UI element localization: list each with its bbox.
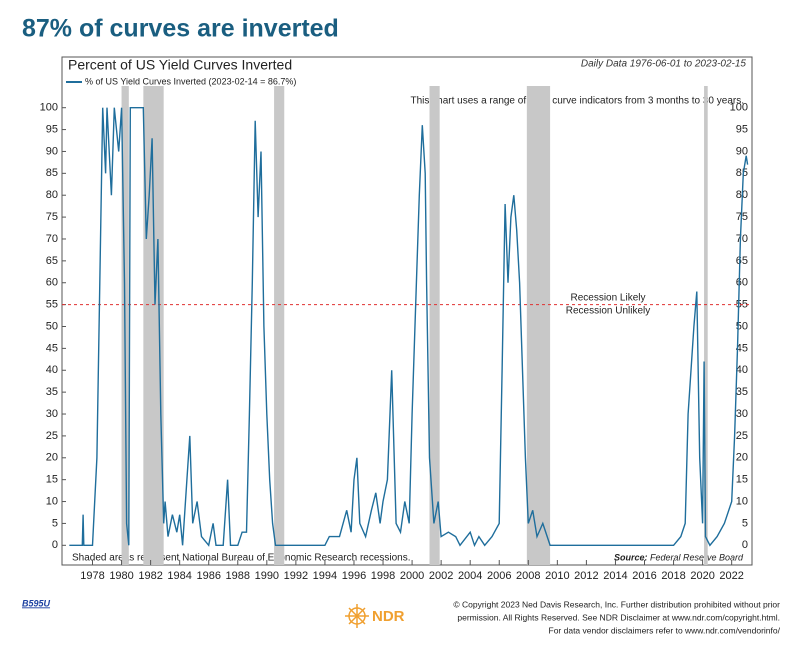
footer-code: B595U — [22, 598, 51, 608]
recession-shade — [704, 86, 708, 565]
x-tick-label: 1980 — [109, 570, 133, 582]
y-tick-label: 30 — [46, 408, 58, 420]
y-tick-label: 40 — [46, 364, 58, 376]
y-tick-label: 90 — [46, 145, 58, 157]
source: Federal Reserve Board — [650, 552, 744, 562]
x-tick-label: 1978 — [80, 570, 104, 582]
logo-icon — [345, 604, 369, 628]
y-tick-label: 10 — [46, 495, 58, 507]
y-tick-label: 20 — [46, 452, 58, 464]
y-tick-label: 100 — [40, 102, 58, 114]
x-tick-label: 2002 — [429, 570, 453, 582]
y-tick-label-right: 10 — [736, 495, 748, 507]
footer-line: permission. All Rights Reserved. See NDR… — [457, 612, 780, 622]
y-tick-label: 55 — [46, 299, 58, 311]
y-tick-label-right: 90 — [736, 145, 748, 157]
frame — [61, 56, 753, 566]
legend-label: % of US Yield Curves Inverted (2023-02-1… — [85, 76, 296, 86]
x-tick-label: 2016 — [632, 570, 656, 582]
recession-shade — [526, 86, 551, 565]
x-tick-label: 1988 — [226, 570, 250, 582]
shading-note: Shaded areas represent National Bureau o… — [72, 553, 411, 564]
recession-shade — [429, 86, 440, 565]
recession-shade — [143, 86, 164, 565]
x-tick-label: 1986 — [196, 570, 220, 582]
y-tick-label-right: 20 — [736, 452, 748, 464]
x-tick-label: 2022 — [719, 570, 743, 582]
x-tick-label: 2010 — [545, 570, 569, 582]
y-tick-label-right: 30 — [736, 408, 748, 420]
series-line — [69, 107, 749, 548]
y-tick-label: 70 — [46, 233, 58, 245]
source-label: Source: — [614, 552, 648, 562]
recession-shade — [274, 86, 285, 565]
chart-title: Percent of US Yield Curves Inverted — [68, 57, 292, 73]
y-tick-label: 85 — [46, 167, 58, 179]
y-tick-label-right: 100 — [730, 102, 748, 114]
y-tick-label-right: 40 — [736, 364, 748, 376]
x-tick-label: 1990 — [255, 570, 279, 582]
y-tick-label: 45 — [46, 342, 58, 354]
y-tick-label-right: 25 — [736, 430, 748, 442]
x-tick-label: 1998 — [371, 570, 395, 582]
threshold-below-label: Recession Unlikely — [566, 306, 650, 317]
x-tick-label: 2004 — [458, 570, 482, 582]
x-tick-label: 2008 — [516, 570, 540, 582]
chart-subtitle: Daily Data 1976-06-01 to 2023-02-15 — [581, 59, 747, 70]
y-tick-label: 60 — [46, 277, 58, 289]
x-tick-label: 2006 — [487, 570, 511, 582]
y-tick-label-right: 45 — [736, 342, 748, 354]
y-tick-label-right: 0 — [742, 539, 748, 551]
x-tick-label: 2014 — [603, 570, 627, 582]
y-tick-label: 95 — [46, 123, 58, 135]
y-tick-label-right: 70 — [736, 233, 748, 245]
logo-text: NDR — [372, 608, 405, 625]
x-tick-label: 1982 — [138, 570, 162, 582]
y-tick-label: 35 — [46, 386, 58, 398]
x-tick-label: 1984 — [167, 570, 191, 582]
y-tick-label: 75 — [46, 211, 58, 223]
y-tick-label: 0 — [52, 539, 58, 551]
threshold-above-label: Recession Likely — [570, 293, 645, 304]
x-tick-label: 2000 — [400, 570, 424, 582]
x-tick-label: 2018 — [661, 570, 685, 582]
footer-line: © Copyright 2023 Ned Davis Research, Inc… — [453, 599, 780, 609]
x-tick-label: 1992 — [284, 570, 308, 582]
y-tick-label: 50 — [46, 320, 58, 332]
y-tick-label: 80 — [46, 189, 58, 201]
note: This chart uses a range of yield curve i… — [411, 96, 745, 107]
y-tick-label: 65 — [46, 255, 58, 267]
y-tick-label-right: 85 — [736, 167, 748, 179]
y-tick-label: 5 — [52, 517, 58, 529]
x-tick-label: 1994 — [313, 570, 337, 582]
footer-line: For data vendor disclaimers refer to www… — [549, 625, 781, 635]
y-tick-label-right: 15 — [736, 474, 748, 486]
headline: 87% of curves are inverted — [22, 15, 339, 43]
y-tick-label-right: 60 — [736, 277, 748, 289]
y-tick-label-right: 35 — [736, 386, 748, 398]
y-tick-label-right: 95 — [736, 123, 748, 135]
x-tick-label: 1996 — [342, 570, 366, 582]
y-tick-label-right: 65 — [736, 255, 748, 267]
y-tick-label: 25 — [46, 430, 58, 442]
y-tick-label: 15 — [46, 474, 58, 486]
x-tick-label: 2012 — [574, 570, 598, 582]
x-tick-label: 2020 — [690, 570, 714, 582]
y-tick-label-right: 5 — [742, 517, 748, 529]
